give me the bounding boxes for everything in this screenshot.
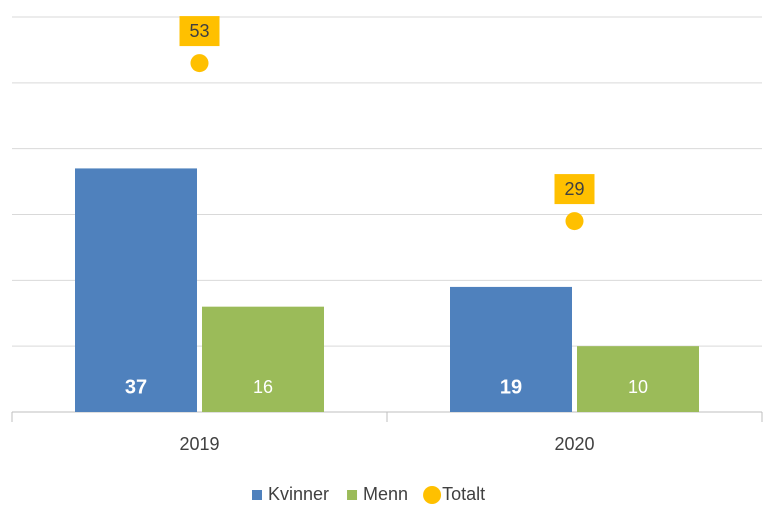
- dot: [565, 212, 584, 231]
- value-label: 19: [500, 376, 522, 398]
- legend-marker: [423, 486, 442, 504]
- value-label: 53: [189, 21, 209, 41]
- legend-marker: [252, 490, 262, 500]
- dot: [190, 54, 209, 73]
- value-label: 37: [125, 376, 147, 398]
- x-tick-label: 2019: [179, 434, 219, 454]
- legend-label: Kvinner: [268, 484, 329, 504]
- x-tick-label: 2020: [554, 434, 594, 454]
- bar: [75, 168, 197, 412]
- legend-marker: [347, 490, 358, 500]
- value-label: 16: [253, 377, 273, 397]
- value-label: 29: [564, 179, 584, 199]
- value-label: 10: [628, 377, 648, 397]
- value-label-box: [179, 16, 220, 47]
- bar: [577, 346, 699, 412]
- legend-label: Totalt: [442, 484, 485, 504]
- bar: [202, 306, 324, 412]
- bar: [450, 286, 572, 412]
- legend-label: Menn: [363, 484, 408, 504]
- value-label-box: [554, 174, 595, 205]
